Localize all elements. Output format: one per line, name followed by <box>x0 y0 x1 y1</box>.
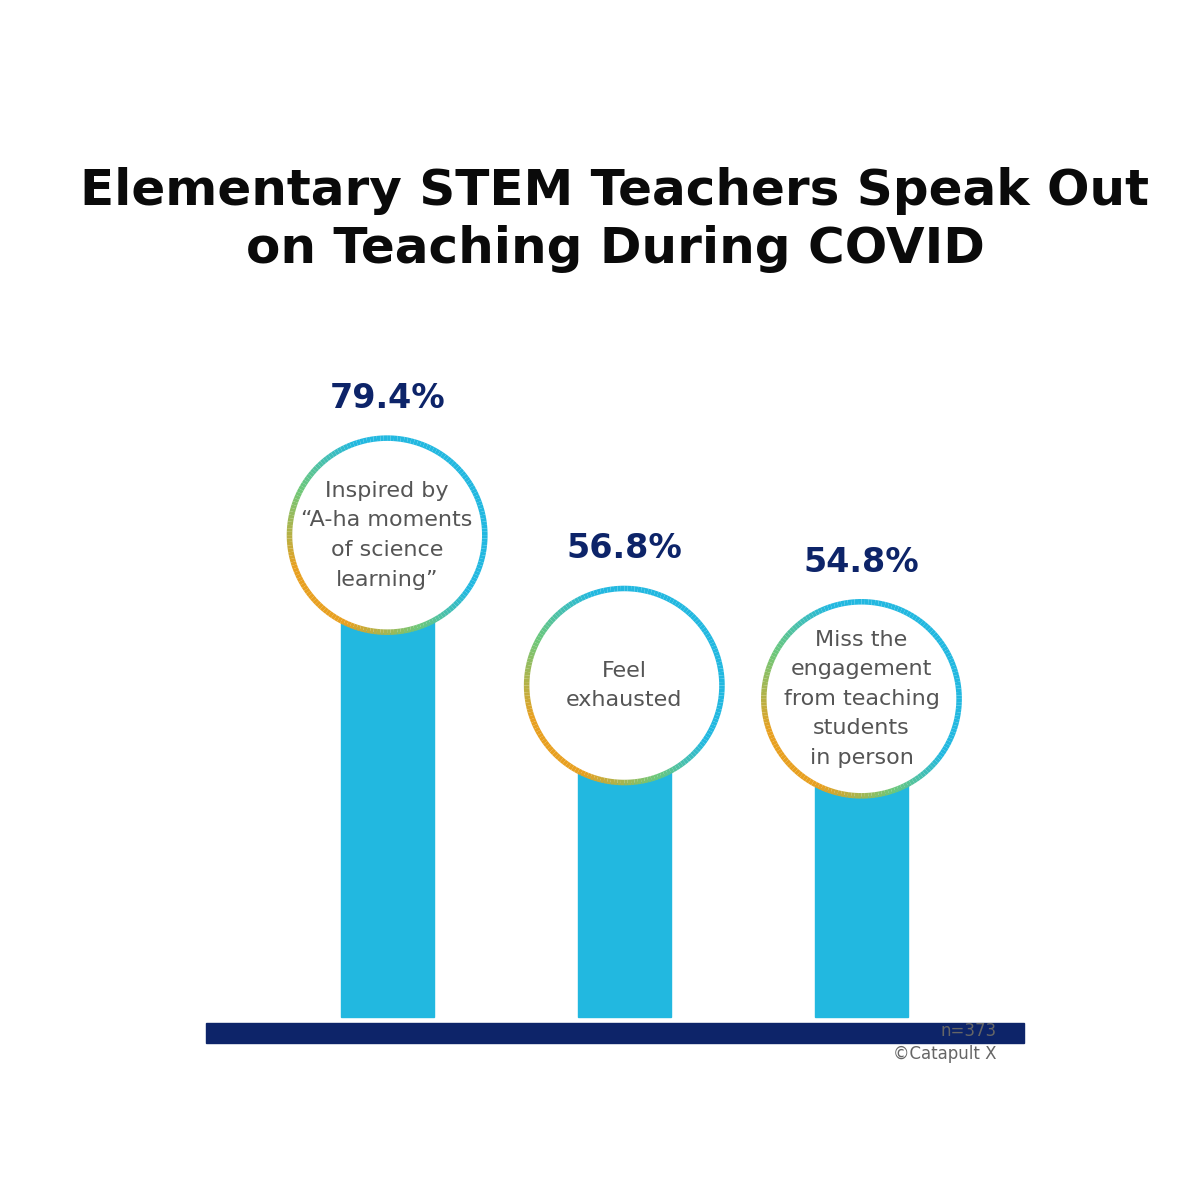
Text: 54.8%: 54.8% <box>804 546 919 578</box>
Ellipse shape <box>815 653 908 745</box>
Text: 79.4%: 79.4% <box>329 382 445 415</box>
Bar <box>206 1022 1024 1043</box>
Bar <box>815 698 908 1018</box>
Circle shape <box>527 588 722 782</box>
Text: Feel
exhausted: Feel exhausted <box>566 661 683 710</box>
Ellipse shape <box>341 488 433 581</box>
Circle shape <box>289 438 485 632</box>
Text: Miss the
engagement
from teaching
students
in person: Miss the engagement from teaching studen… <box>784 630 940 768</box>
Text: 56.8%: 56.8% <box>566 533 682 565</box>
Ellipse shape <box>578 640 671 732</box>
Bar <box>578 685 671 1018</box>
Circle shape <box>764 601 959 796</box>
Text: Elementary STEM Teachers Speak Out
on Teaching During COVID: Elementary STEM Teachers Speak Out on Te… <box>80 167 1150 272</box>
Bar <box>341 535 433 1018</box>
Text: Inspired by
“A-ha moments
of science
learning”: Inspired by “A-ha moments of science lea… <box>301 481 473 589</box>
Text: n=373
©Catapult X: n=373 ©Catapult X <box>893 1022 996 1063</box>
